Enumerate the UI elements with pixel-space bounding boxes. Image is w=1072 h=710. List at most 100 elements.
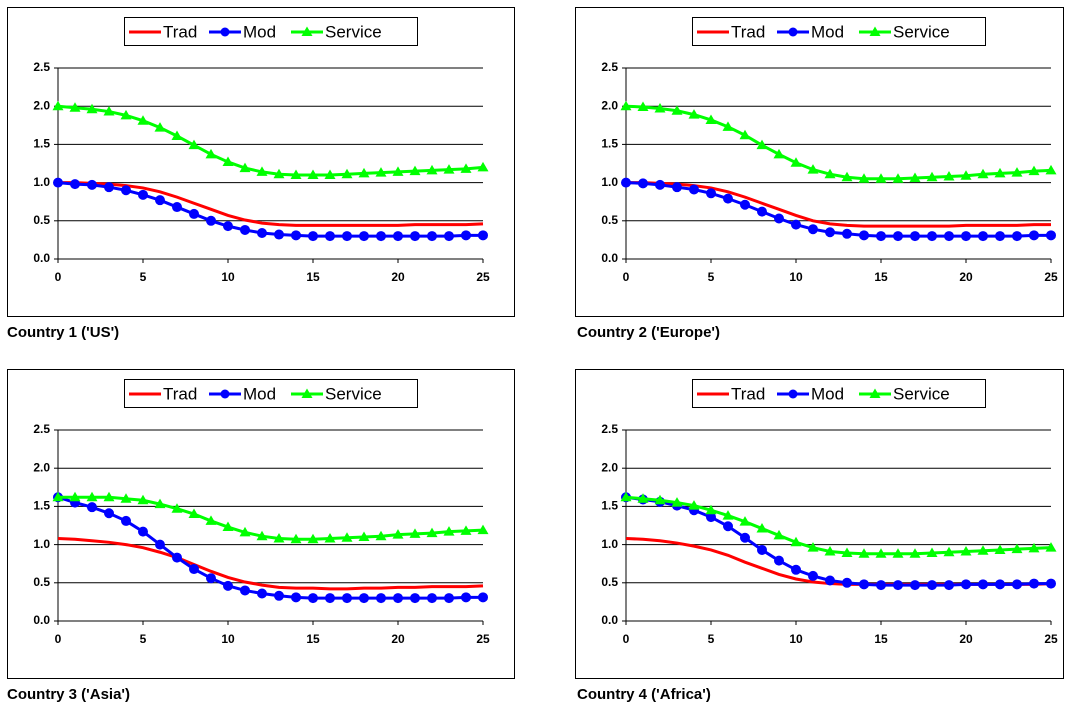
point bbox=[875, 548, 887, 558]
point bbox=[256, 166, 268, 176]
legend-label: Trad bbox=[731, 22, 765, 41]
point bbox=[909, 172, 921, 183]
point bbox=[961, 579, 971, 590]
point bbox=[927, 580, 937, 591]
x-tick-label: 10 bbox=[789, 270, 803, 284]
point bbox=[926, 547, 938, 558]
chart-caption: Country 4 ('Africa') bbox=[577, 686, 711, 703]
point bbox=[637, 493, 649, 503]
point bbox=[478, 592, 488, 603]
point bbox=[392, 529, 404, 539]
x-tick-label: 5 bbox=[708, 270, 715, 284]
y-tick-label: 1.5 bbox=[601, 499, 618, 513]
point bbox=[723, 193, 733, 204]
point bbox=[87, 502, 97, 513]
point bbox=[341, 168, 353, 179]
point bbox=[706, 188, 716, 199]
point bbox=[722, 121, 734, 131]
point bbox=[87, 179, 97, 190]
y-tick-label: 0.5 bbox=[601, 213, 618, 227]
x-tick-label: 10 bbox=[221, 270, 235, 284]
point bbox=[342, 593, 352, 604]
point bbox=[757, 544, 767, 555]
series-line bbox=[57, 536, 484, 591]
x-tick-label: 10 bbox=[221, 632, 235, 646]
point bbox=[257, 228, 267, 239]
point bbox=[137, 115, 149, 125]
point bbox=[722, 510, 734, 520]
y-tick-label: 0.5 bbox=[33, 575, 50, 589]
y-tick-label: 0.0 bbox=[601, 613, 618, 627]
point bbox=[790, 157, 802, 167]
point bbox=[1029, 230, 1039, 241]
point bbox=[120, 493, 132, 503]
point bbox=[359, 593, 369, 604]
point bbox=[138, 526, 148, 537]
point bbox=[893, 231, 903, 242]
legend-box bbox=[692, 17, 986, 46]
y-tick-label: 2.0 bbox=[33, 460, 50, 474]
chart-frame bbox=[575, 369, 1064, 679]
point bbox=[1012, 231, 1022, 242]
point bbox=[427, 593, 437, 604]
point bbox=[1045, 542, 1057, 552]
point bbox=[188, 139, 200, 150]
point bbox=[995, 231, 1005, 242]
point bbox=[723, 521, 733, 532]
point bbox=[910, 231, 920, 242]
point bbox=[858, 173, 870, 183]
point bbox=[409, 165, 421, 176]
point bbox=[273, 168, 285, 179]
point bbox=[756, 139, 768, 150]
legend-label: Mod bbox=[243, 384, 276, 403]
point bbox=[240, 585, 250, 596]
point bbox=[239, 162, 251, 173]
point bbox=[410, 593, 420, 604]
point bbox=[654, 102, 666, 113]
point bbox=[705, 114, 717, 124]
point bbox=[808, 224, 818, 235]
point bbox=[461, 230, 471, 241]
y-tick-label: 2.5 bbox=[33, 60, 50, 74]
legend-label: Trad bbox=[731, 384, 765, 403]
point bbox=[121, 515, 131, 526]
legend-box bbox=[124, 379, 418, 408]
point bbox=[171, 503, 183, 513]
point bbox=[358, 167, 370, 178]
legend-marker bbox=[301, 388, 313, 398]
point bbox=[688, 109, 700, 119]
point bbox=[875, 173, 887, 183]
point bbox=[410, 231, 420, 242]
point bbox=[273, 532, 285, 543]
point bbox=[739, 516, 751, 526]
point bbox=[842, 228, 852, 239]
point bbox=[893, 580, 903, 591]
point bbox=[359, 231, 369, 242]
point bbox=[393, 593, 403, 604]
point bbox=[943, 546, 955, 557]
point bbox=[325, 593, 335, 604]
point bbox=[426, 527, 438, 538]
point bbox=[977, 545, 989, 555]
point bbox=[841, 171, 853, 182]
point bbox=[86, 491, 98, 502]
point bbox=[740, 199, 750, 210]
point bbox=[842, 577, 852, 588]
legend-box bbox=[124, 17, 418, 46]
point bbox=[460, 163, 472, 173]
y-tick-label: 0.5 bbox=[33, 213, 50, 227]
point bbox=[978, 579, 988, 590]
point bbox=[740, 532, 750, 543]
point bbox=[324, 169, 336, 179]
point bbox=[443, 526, 455, 536]
x-tick-label: 15 bbox=[306, 632, 320, 646]
legend-marker bbox=[788, 27, 798, 37]
point bbox=[155, 195, 165, 206]
point bbox=[892, 173, 904, 183]
point bbox=[222, 521, 234, 532]
chart: 0.0 0.5 1.0 1.5 2.0 2.5 0 5 10 15 20 25 Trad Mod Servi… bbox=[7, 7, 515, 341]
y-tick-label: 0.0 bbox=[33, 251, 50, 265]
legend-label: Mod bbox=[243, 22, 276, 41]
x-tick-label: 20 bbox=[959, 270, 973, 284]
x-tick-label: 0 bbox=[623, 270, 630, 284]
